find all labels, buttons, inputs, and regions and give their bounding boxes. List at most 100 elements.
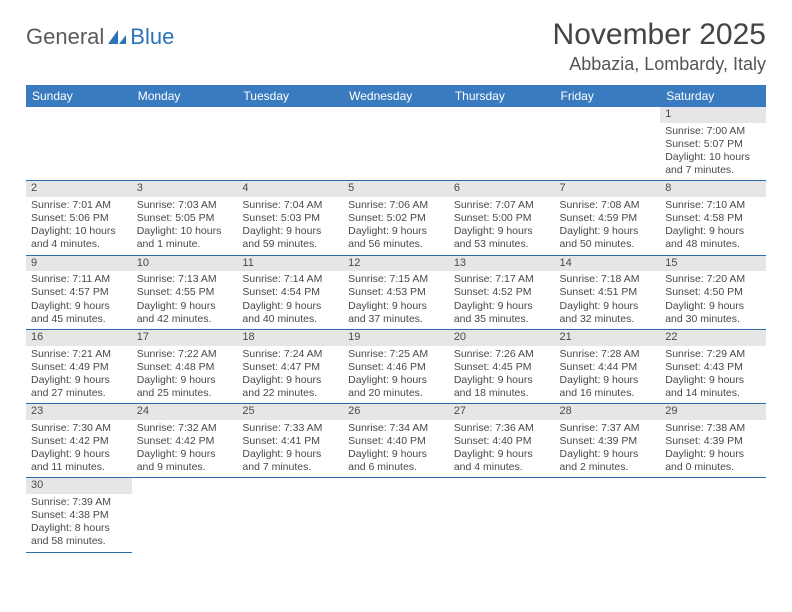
calendar-day: 22Sunrise: 7:29 AMSunset: 4:43 PMDayligh…: [660, 329, 766, 403]
month-title: November 2025: [553, 18, 766, 52]
sunrise-text: Sunrise: 7:13 AM: [137, 273, 233, 286]
sunset-text: Sunset: 4:57 PM: [31, 286, 127, 299]
calendar-week: 23Sunrise: 7:30 AMSunset: 4:42 PMDayligh…: [26, 404, 766, 478]
calendar-day: 1Sunrise: 7:00 AMSunset: 5:07 PMDaylight…: [660, 107, 766, 181]
day-number: 15: [660, 256, 766, 272]
sunset-text: Sunset: 4:42 PM: [137, 435, 233, 448]
calendar-day: 8Sunrise: 7:10 AMSunset: 4:58 PMDaylight…: [660, 181, 766, 255]
calendar-week: 2Sunrise: 7:01 AMSunset: 5:06 PMDaylight…: [26, 181, 766, 255]
day-header: Sunday: [26, 85, 132, 107]
sunrise-text: Sunrise: 7:03 AM: [137, 199, 233, 212]
day-number: 9: [26, 256, 132, 272]
calendar-empty-day: [343, 107, 449, 181]
daylight-text: Daylight: 9 hours and 9 minutes.: [137, 448, 233, 474]
day-header: Tuesday: [237, 85, 343, 107]
sunset-text: Sunset: 4:48 PM: [137, 361, 233, 374]
day-number: 3: [132, 181, 238, 197]
calendar-week: 30Sunrise: 7:39 AMSunset: 4:38 PMDayligh…: [26, 478, 766, 552]
calendar-empty-day: [132, 107, 238, 181]
sail-icon: [106, 28, 128, 46]
calendar-day: 14Sunrise: 7:18 AMSunset: 4:51 PMDayligh…: [555, 255, 661, 329]
sunset-text: Sunset: 5:02 PM: [348, 212, 444, 225]
calendar-day: 19Sunrise: 7:25 AMSunset: 4:46 PMDayligh…: [343, 329, 449, 403]
calendar-day: 5Sunrise: 7:06 AMSunset: 5:02 PMDaylight…: [343, 181, 449, 255]
day-number: 27: [449, 404, 555, 420]
calendar-day: 20Sunrise: 7:26 AMSunset: 4:45 PMDayligh…: [449, 329, 555, 403]
calendar-day: 7Sunrise: 7:08 AMSunset: 4:59 PMDaylight…: [555, 181, 661, 255]
calendar-day: 2Sunrise: 7:01 AMSunset: 5:06 PMDaylight…: [26, 181, 132, 255]
sunset-text: Sunset: 4:54 PM: [242, 286, 338, 299]
calendar-empty-day: [132, 478, 238, 552]
daylight-text: Daylight: 9 hours and 37 minutes.: [348, 300, 444, 326]
calendar-empty-day: [449, 107, 555, 181]
day-content: Sunrise: 7:01 AMSunset: 5:06 PMDaylight:…: [26, 197, 132, 255]
daylight-text: Daylight: 9 hours and 48 minutes.: [665, 225, 761, 251]
daylight-text: Daylight: 9 hours and 53 minutes.: [454, 225, 550, 251]
calendar-week: 9Sunrise: 7:11 AMSunset: 4:57 PM Daylight…: [26, 255, 766, 329]
daylight-text: Daylight: 9 hours and 27 minutes.: [31, 374, 127, 400]
day-number: 2: [26, 181, 132, 197]
calendar-empty-day: [660, 478, 766, 552]
day-number: 19: [343, 330, 449, 346]
day-content: Sunrise: 7:06 AMSunset: 5:02 PMDaylight:…: [343, 197, 449, 255]
calendar-day: 18Sunrise: 7:24 AMSunset: 4:47 PMDayligh…: [237, 329, 343, 403]
sunrise-text: Sunrise: 7:00 AM: [665, 125, 761, 138]
sunrise-text: Sunrise: 7:33 AM: [242, 422, 338, 435]
day-number: 12: [343, 256, 449, 272]
calendar-day: 13Sunrise: 7:17 AMSunset: 4:52 PMDayligh…: [449, 255, 555, 329]
day-number: 17: [132, 330, 238, 346]
calendar-week: 16Sunrise: 7:21 AMSunset: 4:49 PMDayligh…: [26, 329, 766, 403]
sunrise-text: Sunrise: 7:38 AM: [665, 422, 761, 435]
daylight-text: Daylight: 9 hours and 2 minutes.: [560, 448, 656, 474]
daylight-text: Daylight: 9 hours and 20 minutes.: [348, 374, 444, 400]
sunrise-text: Sunrise: 7:14 AM: [242, 273, 338, 286]
calendar-day: 10Sunrise: 7:13 AMSunset: 4:55 PMDayligh…: [132, 255, 238, 329]
day-content: Sunrise: 7:34 AMSunset: 4:40 PMDaylight:…: [343, 420, 449, 478]
calendar-day: 28Sunrise: 7:37 AMSunset: 4:39 PMDayligh…: [555, 404, 661, 478]
day-number: 22: [660, 330, 766, 346]
day-content: Sunrise: 7:20 AMSunset: 4:50 PMDaylight:…: [660, 271, 766, 329]
calendar-day: 27Sunrise: 7:36 AMSunset: 4:40 PMDayligh…: [449, 404, 555, 478]
calendar-day: 16Sunrise: 7:21 AMSunset: 4:49 PMDayligh…: [26, 329, 132, 403]
daylight-text: Daylight: 10 hours and 7 minutes.: [665, 151, 761, 177]
day-content: Sunrise: 7:29 AMSunset: 4:43 PMDaylight:…: [660, 346, 766, 404]
sunset-text: Sunset: 4:46 PM: [348, 361, 444, 374]
day-number: 21: [555, 330, 661, 346]
calendar-day: 12Sunrise: 7:15 AMSunset: 4:53 PMDayligh…: [343, 255, 449, 329]
daylight-text: Daylight: 9 hours and 6 minutes.: [348, 448, 444, 474]
sunset-text: Sunset: 4:55 PM: [137, 286, 233, 299]
calendar-empty-day: [237, 478, 343, 552]
day-content: Sunrise: 7:22 AMSunset: 4:48 PMDaylight:…: [132, 346, 238, 404]
calendar-day: 3Sunrise: 7:03 AMSunset: 5:05 PMDaylight…: [132, 181, 238, 255]
logo: General Blue: [26, 18, 174, 50]
daylight-text: Daylight: 9 hours and 16 minutes.: [560, 374, 656, 400]
day-content: Sunrise: 7:03 AMSunset: 5:05 PMDaylight:…: [132, 197, 238, 255]
sunrise-text: Sunrise: 7:11 AM: [31, 273, 127, 286]
sunset-text: Sunset: 4:50 PM: [665, 286, 761, 299]
daylight-text: Daylight: 9 hours and 35 minutes.: [454, 300, 550, 326]
calendar-day: 21Sunrise: 7:28 AMSunset: 4:44 PMDayligh…: [555, 329, 661, 403]
day-content: Sunrise: 7:24 AMSunset: 4:47 PMDaylight:…: [237, 346, 343, 404]
calendar-day: 24Sunrise: 7:32 AMSunset: 4:42 PMDayligh…: [132, 404, 238, 478]
day-content: Sunrise: 7:14 AMSunset: 4:54 PMDaylight:…: [237, 271, 343, 329]
sunset-text: Sunset: 4:45 PM: [454, 361, 550, 374]
sunrise-text: Sunrise: 7:17 AM: [454, 273, 550, 286]
day-content: Sunrise: 7:18 AMSunset: 4:51 PMDaylight:…: [555, 271, 661, 329]
daylight-text: Daylight: 8 hours and 58 minutes.: [31, 522, 127, 548]
sunrise-text: Sunrise: 7:34 AM: [348, 422, 444, 435]
sunset-text: Sunset: 4:40 PM: [348, 435, 444, 448]
sunset-text: Sunset: 4:39 PM: [665, 435, 761, 448]
daylight-text: Daylight: 10 hours and 1 minute.: [137, 225, 233, 251]
sunrise-text: Sunrise: 7:28 AM: [560, 348, 656, 361]
sunset-text: Sunset: 4:40 PM: [454, 435, 550, 448]
day-content: Sunrise: 7:21 AMSunset: 4:49 PMDaylight:…: [26, 346, 132, 404]
day-number: 6: [449, 181, 555, 197]
sunrise-text: Sunrise: 7:32 AM: [137, 422, 233, 435]
day-number: 1: [660, 107, 766, 123]
calendar-week: 1Sunrise: 7:00 AMSunset: 5:07 PMDaylight…: [26, 107, 766, 181]
sunrise-text: Sunrise: 7:10 AM: [665, 199, 761, 212]
sunrise-text: Sunrise: 7:20 AM: [665, 273, 761, 286]
logo-text-blue: Blue: [130, 24, 174, 50]
sunset-text: Sunset: 4:53 PM: [348, 286, 444, 299]
calendar-table: SundayMondayTuesdayWednesdayThursdayFrid…: [26, 85, 766, 553]
